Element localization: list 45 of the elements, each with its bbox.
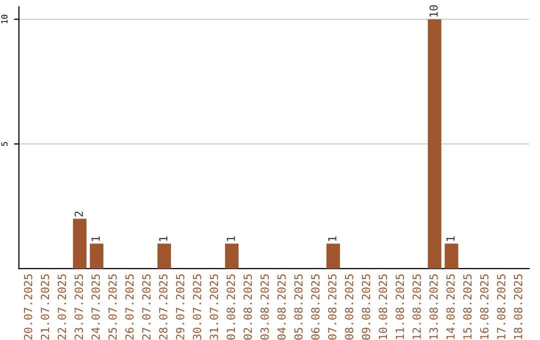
x-tick-label: 08.08.2025 bbox=[344, 274, 354, 340]
x-tick-label: 31.07.2025 bbox=[210, 274, 218, 340]
bar bbox=[326, 244, 340, 269]
bar bbox=[90, 244, 104, 269]
x-tick-label: 25.07.2025 bbox=[108, 274, 117, 340]
x-tick-label: 10.08.2025 bbox=[378, 274, 388, 340]
x-tick-label: 11.08.2025 bbox=[396, 274, 404, 340]
x-tick-label: 27.07.2025 bbox=[142, 274, 151, 340]
data-label: 1 bbox=[159, 236, 168, 241]
bar bbox=[225, 244, 239, 269]
x-tick-label: 13.08.2025 bbox=[429, 274, 438, 340]
x-tick-label: 16.08.2025 bbox=[480, 274, 489, 340]
data-label: 1 bbox=[328, 236, 336, 241]
x-tick-label: 02.08.2025 bbox=[244, 274, 252, 340]
x-tick-label: 07.08.2025 bbox=[328, 274, 336, 340]
x-tick-label: 18.08.2025 bbox=[514, 274, 522, 340]
x-tick-label: 21.07.2025 bbox=[40, 274, 50, 340]
x-tick-label: 30.07.2025 bbox=[192, 274, 202, 340]
data-label: 1 bbox=[446, 236, 455, 241]
x-tick-label: 05.08.2025 bbox=[294, 274, 303, 340]
bar bbox=[444, 244, 458, 269]
data-label: 10 bbox=[429, 5, 438, 17]
x-tick-label: 17.08.2025 bbox=[497, 274, 506, 340]
x-tick-label: 23.07.2025 bbox=[74, 274, 83, 340]
x-tick-label: 03.08.2025 bbox=[260, 274, 269, 340]
bar bbox=[72, 218, 86, 269]
x-tick-label: 14.08.2025 bbox=[446, 274, 455, 340]
x-tick-label: 20.07.2025 bbox=[24, 274, 32, 340]
data-label: 1 bbox=[226, 236, 235, 241]
data-label: 1 bbox=[92, 236, 100, 241]
x-tick-label: 04.08.2025 bbox=[277, 274, 286, 340]
x-tick-label: 09.08.2025 bbox=[362, 274, 370, 340]
x-tick-label: 26.07.2025 bbox=[125, 274, 134, 340]
x-tick-label: 24.07.2025 bbox=[91, 274, 100, 340]
bar bbox=[428, 19, 442, 269]
x-tick-label: 29.07.2025 bbox=[176, 274, 184, 340]
x-tick-label: 15.08.2025 bbox=[463, 274, 472, 340]
bar bbox=[157, 244, 171, 269]
x-tick-label: 22.07.2025 bbox=[58, 274, 66, 340]
x-tick-label: 28.07.2025 bbox=[159, 274, 168, 340]
data-label: 2 bbox=[74, 212, 83, 217]
y-tick-label: 5 bbox=[1, 142, 8, 146]
x-tick-label: 12.08.2025 bbox=[412, 274, 421, 340]
x-tick-label: 06.08.2025 bbox=[311, 274, 320, 340]
x-tick-label: 01.08.2025 bbox=[226, 274, 236, 340]
